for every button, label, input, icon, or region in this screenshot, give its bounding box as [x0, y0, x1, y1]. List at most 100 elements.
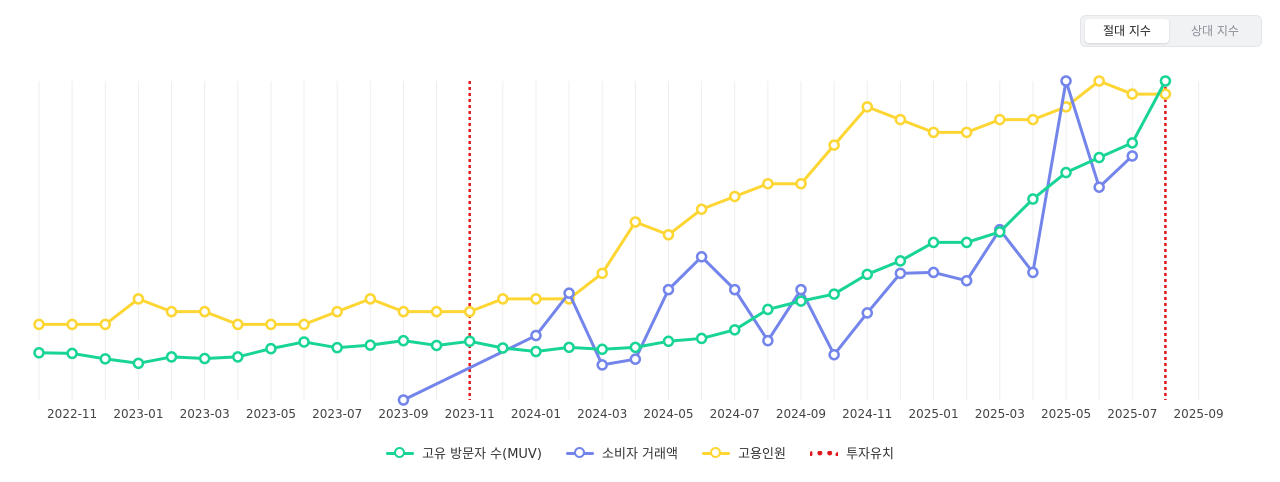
legend-label-employees: 고용인원	[738, 447, 786, 462]
data-point-employees	[1027, 113, 1039, 126]
data-point-employees	[1126, 88, 1139, 100]
x-tick-label: 2024-07	[710, 407, 760, 421]
legend-item-transaction[interactable]: 소비자 거래액	[566, 443, 678, 462]
data-point-employees	[165, 305, 178, 318]
data-point-employees	[430, 305, 443, 318]
data-point-muv	[762, 303, 774, 316]
data-point-employees	[629, 216, 642, 228]
data-point-transaction	[563, 287, 575, 299]
data-point-muv	[331, 341, 343, 354]
data-point-employees	[364, 293, 377, 305]
data-point-transaction	[629, 353, 642, 365]
data-point-transaction	[927, 266, 940, 279]
x-tick-label: 2024-01	[511, 407, 561, 421]
data-point-employees	[795, 177, 807, 190]
data-point-transaction	[894, 267, 907, 280]
legend-label-transaction: 소비자 거래액	[602, 447, 678, 462]
absolute-index-tab[interactable]: 절대 지수	[1085, 19, 1169, 43]
legend-item-muv[interactable]: 고유 방문자 수(MUV)	[386, 443, 542, 462]
data-point-transaction	[795, 283, 807, 296]
x-axis-ticks: 2022-11 2023-01 2023-03 2023-05 2023-07 2023-…	[47, 407, 1224, 421]
data-point-muv	[497, 342, 509, 354]
data-point-muv	[397, 334, 410, 347]
data-point-muv	[33, 347, 45, 359]
legend-item-employees[interactable]: 고용인원	[702, 443, 786, 462]
data-point-muv	[463, 335, 476, 348]
data-point-muv	[430, 339, 443, 352]
data-point-employees	[397, 305, 410, 318]
data-point-muv	[1159, 75, 1172, 87]
data-point-muv	[662, 335, 675, 348]
data-point-transaction	[596, 359, 608, 371]
data-point-transaction	[861, 307, 873, 319]
data-point-employees	[596, 267, 608, 280]
data-point-employees	[828, 139, 840, 151]
relative-index-tab[interactable]: 상대 지수	[1191, 24, 1239, 38]
data-point-muv	[994, 226, 1006, 238]
data-point-employees	[1159, 88, 1172, 100]
chart-legend: 고유 방문자 수(MUV) 소비자 거래액 고용인원 투자유치	[0, 443, 1280, 463]
x-tick-label: 2024-09	[776, 407, 826, 421]
data-point-employees	[662, 229, 675, 241]
data-point-employees	[33, 318, 45, 331]
investment-markers	[468, 81, 1167, 400]
data-point-muv	[596, 343, 608, 356]
data-point-transaction	[1060, 75, 1072, 87]
x-tick-label: 2024-03	[577, 407, 627, 421]
legend-swatch-investment	[810, 447, 839, 459]
data-point-muv	[960, 236, 973, 249]
data-point-employees	[497, 293, 509, 305]
data-point-transaction	[1126, 150, 1139, 162]
data-point-transaction	[1027, 266, 1039, 279]
data-point-transaction	[695, 251, 708, 263]
data-point-employees	[994, 113, 1006, 126]
data-point-muv	[563, 341, 575, 354]
data-point-muv	[728, 324, 741, 336]
data-point-transaction	[728, 283, 741, 296]
data-point-employees	[298, 318, 310, 331]
data-point-employees	[762, 177, 774, 190]
data-point-employees	[530, 293, 542, 305]
data-point-employees	[960, 126, 973, 139]
data-point-muv	[1027, 193, 1039, 205]
data-point-employees	[198, 305, 211, 318]
data-point-employees	[132, 293, 145, 305]
data-point-muv	[132, 357, 145, 370]
x-tick-label: 2025-09	[1173, 407, 1223, 421]
data-point-muv	[198, 352, 211, 365]
data-point-employees	[894, 113, 907, 126]
data-point-muv	[66, 347, 78, 360]
chart-grid	[38, 81, 1200, 400]
data-point-employees	[232, 318, 244, 331]
x-tick-label: 2023-11	[445, 407, 495, 421]
data-point-muv	[1126, 137, 1139, 149]
index-toggle: 절대 지수 상대 지수	[1080, 15, 1262, 47]
legend-swatch-transaction	[566, 446, 595, 459]
data-point-muv	[298, 336, 310, 348]
x-tick-label: 2025-07	[1107, 407, 1157, 421]
x-tick-label: 2023-09	[378, 407, 428, 421]
x-tick-label: 2025-01	[908, 407, 958, 421]
data-point-employees	[66, 318, 78, 331]
legend-item-investment[interactable]: 투자유치	[810, 443, 894, 462]
legend-swatch-muv	[386, 446, 415, 459]
data-point-employees	[99, 318, 112, 331]
data-point-transaction	[762, 334, 774, 347]
x-tick-label: 2025-03	[975, 407, 1025, 421]
x-tick-label: 2023-07	[312, 407, 362, 421]
data-point-muv	[695, 332, 708, 345]
x-tick-label: 2023-05	[246, 407, 296, 421]
data-point-employees	[463, 305, 476, 318]
data-point-muv	[927, 236, 940, 249]
x-tick-label: 2024-11	[842, 407, 892, 421]
x-tick-label: 2025-05	[1041, 407, 1091, 421]
x-tick-label: 2024-05	[643, 407, 693, 421]
data-point-muv	[894, 255, 907, 267]
legend-label-investment: 투자유치	[846, 447, 894, 462]
x-tick-label: 2023-03	[180, 407, 230, 421]
data-point-muv	[861, 268, 873, 281]
data-point-transaction	[662, 283, 675, 296]
data-point-muv	[1093, 151, 1105, 164]
legend-swatch-employees	[702, 446, 731, 459]
data-point-employees	[861, 101, 873, 113]
